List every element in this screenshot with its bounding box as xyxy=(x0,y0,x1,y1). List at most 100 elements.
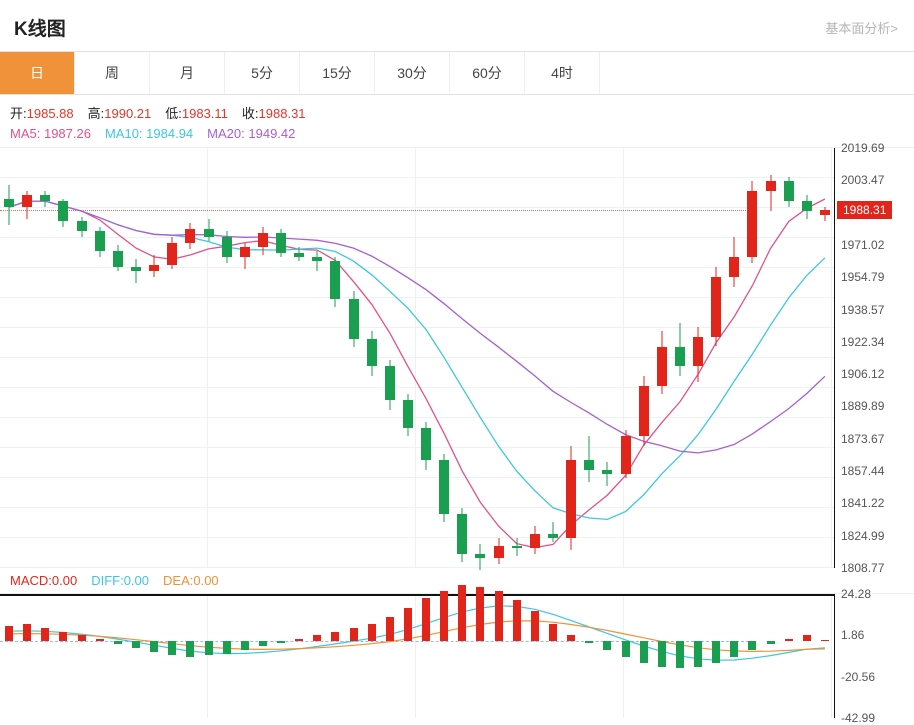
candlestick[interactable] xyxy=(820,148,830,568)
macd-bar[interactable] xyxy=(386,617,394,641)
macd-bar[interactable] xyxy=(821,640,829,642)
candlestick[interactable] xyxy=(77,148,87,568)
candlestick[interactable] xyxy=(747,148,757,568)
macd-bar[interactable] xyxy=(549,624,557,641)
candlestick[interactable] xyxy=(766,148,776,568)
tab-week[interactable]: 周 xyxy=(75,52,150,94)
macd-bar[interactable] xyxy=(41,628,49,641)
candlestick[interactable] xyxy=(58,148,68,568)
candlestick[interactable] xyxy=(113,148,123,568)
macd-bar[interactable] xyxy=(23,624,31,641)
candlestick[interactable] xyxy=(367,148,377,568)
fundamental-analysis-link[interactable]: 基本面分析> xyxy=(825,18,898,37)
candlestick[interactable] xyxy=(621,148,631,568)
candlestick[interactable] xyxy=(40,148,50,568)
macd-bar[interactable] xyxy=(368,624,376,641)
candlestick[interactable] xyxy=(330,148,340,568)
macd-histogram-chart[interactable] xyxy=(0,594,834,718)
macd-bar[interactable] xyxy=(331,632,339,641)
macd-bar[interactable] xyxy=(513,600,521,641)
candlestick[interactable] xyxy=(475,148,485,568)
macd-bar[interactable] xyxy=(622,641,630,658)
macd-bar[interactable] xyxy=(241,641,249,650)
macd-bar[interactable] xyxy=(585,641,593,643)
candlestick[interactable] xyxy=(729,148,739,568)
tab-30min[interactable]: 30分 xyxy=(375,52,450,94)
macd-bar[interactable] xyxy=(277,641,285,643)
macd-bar[interactable] xyxy=(114,641,122,645)
macd-bar[interactable] xyxy=(531,611,539,640)
candlestick[interactable] xyxy=(240,148,250,568)
macd-bar[interactable] xyxy=(748,641,756,650)
candlestick[interactable] xyxy=(548,148,558,568)
candlestick[interactable] xyxy=(439,148,449,568)
candlestick[interactable] xyxy=(4,148,14,568)
candlestick[interactable] xyxy=(312,148,322,568)
candlestick[interactable] xyxy=(512,148,522,568)
macd-bar[interactable] xyxy=(676,641,684,669)
macd-bar[interactable] xyxy=(259,641,267,647)
candlestick[interactable] xyxy=(385,148,395,568)
candlestick[interactable] xyxy=(149,148,159,568)
macd-bar[interactable] xyxy=(476,587,484,640)
macd-bar[interactable] xyxy=(404,608,412,641)
macd-bar[interactable] xyxy=(150,641,158,652)
candlestick[interactable] xyxy=(711,148,721,568)
candlestick-chart[interactable] xyxy=(0,148,834,568)
tab-5min[interactable]: 5分 xyxy=(225,52,300,94)
macd-bar[interactable] xyxy=(168,641,176,656)
macd-bar[interactable] xyxy=(313,635,321,641)
candlestick[interactable] xyxy=(657,148,667,568)
macd-bar[interactable] xyxy=(5,626,13,641)
candlestick[interactable] xyxy=(185,148,195,568)
macd-bar[interactable] xyxy=(567,635,575,641)
macd-bar[interactable] xyxy=(96,639,104,641)
candlestick[interactable] xyxy=(276,148,286,568)
candlestick[interactable] xyxy=(494,148,504,568)
candlestick[interactable] xyxy=(167,148,177,568)
macd-bar[interactable] xyxy=(78,635,86,641)
macd-bar[interactable] xyxy=(440,591,448,641)
candlestick[interactable] xyxy=(294,148,304,568)
macd-bar[interactable] xyxy=(458,585,466,640)
tab-60min[interactable]: 60分 xyxy=(450,52,525,94)
candlestick[interactable] xyxy=(802,148,812,568)
candlestick[interactable] xyxy=(421,148,431,568)
candlestick[interactable] xyxy=(693,148,703,568)
tab-month[interactable]: 月 xyxy=(150,52,225,94)
macd-bar[interactable] xyxy=(422,598,430,640)
tab-4hour[interactable]: 4时 xyxy=(525,52,600,94)
candlestick[interactable] xyxy=(95,148,105,568)
candlestick[interactable] xyxy=(403,148,413,568)
macd-bar[interactable] xyxy=(495,591,503,641)
macd-bar[interactable] xyxy=(132,641,140,648)
candlestick[interactable] xyxy=(222,148,232,568)
candlestick[interactable] xyxy=(602,148,612,568)
macd-bar[interactable] xyxy=(730,641,738,658)
macd-bar[interactable] xyxy=(803,635,811,641)
candlestick[interactable] xyxy=(566,148,576,568)
macd-bar[interactable] xyxy=(205,641,213,656)
macd-bar[interactable] xyxy=(603,641,611,650)
candlestick[interactable] xyxy=(349,148,359,568)
candlestick[interactable] xyxy=(584,148,594,568)
macd-bar[interactable] xyxy=(767,641,775,645)
candlestick[interactable] xyxy=(639,148,649,568)
macd-bar[interactable] xyxy=(59,632,67,641)
macd-bar[interactable] xyxy=(223,641,231,654)
macd-bar[interactable] xyxy=(350,628,358,641)
tab-15min[interactable]: 15分 xyxy=(300,52,375,94)
macd-bar[interactable] xyxy=(785,639,793,641)
candlestick[interactable] xyxy=(675,148,685,568)
macd-bar[interactable] xyxy=(186,641,194,658)
candlestick[interactable] xyxy=(258,148,268,568)
candlestick[interactable] xyxy=(204,148,214,568)
macd-bar[interactable] xyxy=(295,639,303,641)
candlestick[interactable] xyxy=(457,148,467,568)
candlestick[interactable] xyxy=(530,148,540,568)
macd-bar[interactable] xyxy=(640,641,648,663)
candlestick[interactable] xyxy=(22,148,32,568)
macd-bar[interactable] xyxy=(712,641,720,663)
candlestick[interactable] xyxy=(131,148,141,568)
candlestick[interactable] xyxy=(784,148,794,568)
